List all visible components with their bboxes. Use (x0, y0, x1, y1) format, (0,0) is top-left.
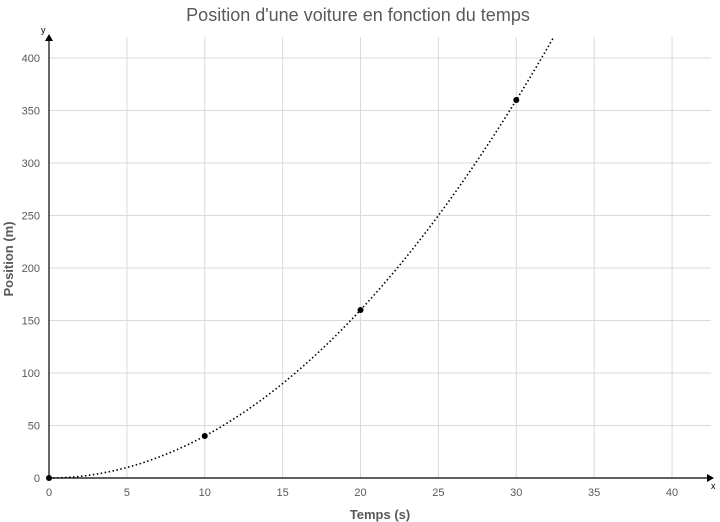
trendline-layer (48, 36, 555, 479)
x-tick-label: 0 (46, 487, 52, 499)
data-point (201, 433, 208, 439)
y-tick-label: 300 (22, 158, 40, 170)
y-tick-label: 350 (22, 106, 40, 118)
x-tick-label: 30 (510, 487, 522, 499)
y-tick-label: 400 (22, 53, 40, 65)
x-tick-label: 25 (432, 487, 444, 499)
data-point (46, 475, 52, 481)
y-tick-label: 50 (28, 421, 40, 433)
data-point (513, 97, 520, 103)
axes (45, 34, 714, 482)
y-tick-label: 100 (22, 368, 40, 380)
x-tick-label: 15 (277, 487, 289, 499)
x-tick-label: 10 (199, 487, 211, 499)
x-tick-label: 20 (354, 487, 366, 499)
y-tick-label: 200 (22, 263, 40, 275)
x-axis-letter: x (711, 481, 716, 491)
x-tick-label: 35 (588, 487, 600, 499)
y-axis-title: Position (m) (1, 221, 16, 296)
trendline (48, 36, 555, 479)
y-tick-label: 0 (34, 473, 40, 485)
chart-title: Position d'une voiture en fonction du te… (186, 5, 530, 25)
data-points (46, 97, 520, 481)
x-tick-label: 5 (124, 487, 130, 499)
y-axis-arrow (45, 34, 53, 41)
x-tick-label: 40 (666, 487, 678, 499)
y-axis-letter: y (41, 25, 46, 35)
data-point (357, 307, 364, 313)
grid (49, 37, 711, 478)
y-tick-label: 250 (22, 211, 40, 223)
x-axis-title: Temps (s) (350, 507, 410, 522)
x-axis-arrow (707, 474, 714, 482)
y-tick-label: 150 (22, 316, 40, 328)
